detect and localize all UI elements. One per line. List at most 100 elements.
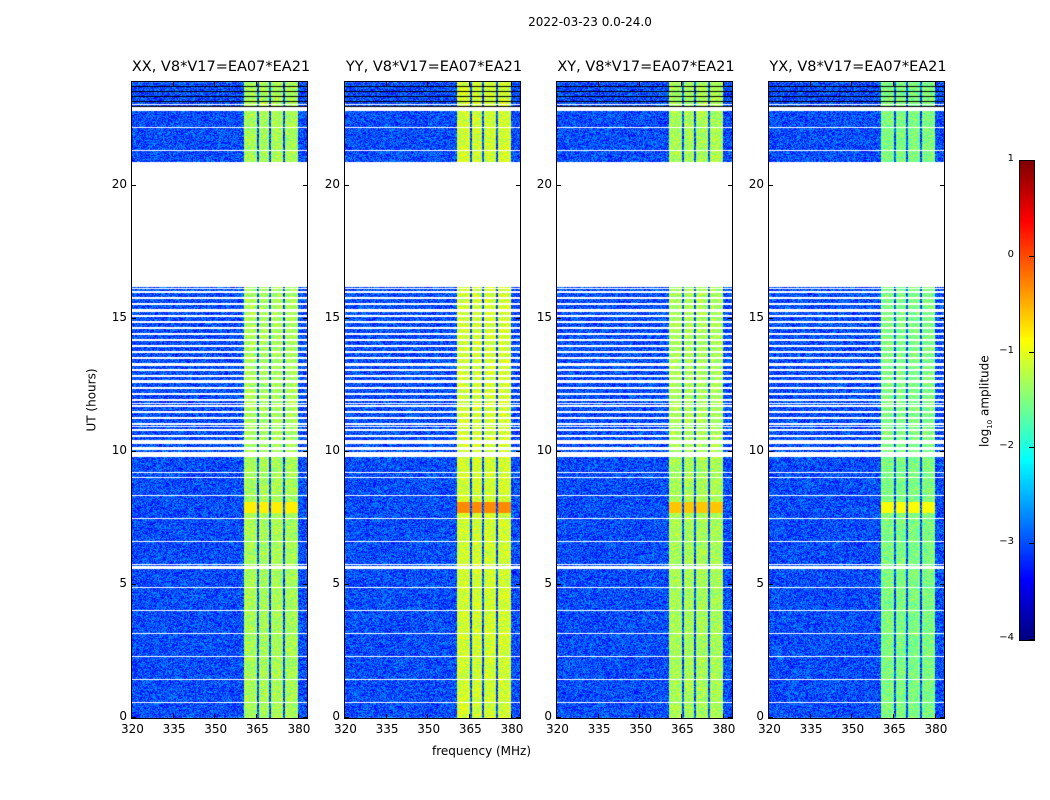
y-tick	[940, 318, 945, 319]
x-tick-label: 350	[204, 722, 228, 736]
y-tick	[516, 185, 521, 186]
x-tick-label: 320	[121, 722, 144, 736]
x-tick-label: 350	[629, 722, 653, 736]
panel-title: XY, V8*V17=EA07*EA21	[557, 59, 735, 75]
x-tick-label: 380	[924, 722, 948, 736]
colorbar-tick	[1029, 351, 1034, 353]
spectrogram-panel-2: XY, V8*V17=EA07*EA21 320 335 350 365 380 0 5 10 1…	[537, 59, 736, 736]
heatmap-image	[556, 81, 733, 719]
y-tick-label: 5	[544, 576, 552, 590]
y-tick-label: 20	[536, 177, 552, 191]
x-tick	[556, 714, 557, 719]
y-tick	[344, 717, 349, 718]
y-tick	[131, 318, 136, 319]
x-tick-label: 335	[799, 722, 823, 736]
x-tick-label: 380	[287, 722, 311, 736]
x-tick	[344, 714, 345, 719]
x-tick	[809, 81, 811, 86]
y-tick	[516, 451, 521, 452]
y-tick-label: 15	[111, 310, 127, 324]
x-tick	[297, 81, 299, 86]
colorbar-tick-label: −1	[999, 344, 1014, 356]
y-tick-label: 5	[756, 576, 764, 590]
y-tick	[516, 318, 521, 319]
y-tick	[516, 717, 521, 718]
colorbar-tick-label: −3	[999, 536, 1014, 548]
x-tick	[722, 81, 724, 86]
y-tick	[303, 717, 308, 718]
y-tick	[940, 451, 945, 452]
y-tick	[556, 584, 561, 585]
x-tick-label: 365	[245, 722, 269, 736]
y-tick	[131, 185, 136, 186]
x-tick-label: 365	[882, 722, 906, 736]
x-tick	[597, 81, 599, 86]
x-tick	[131, 81, 132, 86]
x-tick	[427, 714, 429, 719]
heatmap-image	[768, 81, 945, 719]
panel-title: XX, V8*V17=EA07*EA21	[131, 59, 311, 75]
spectrogram-panel-0: XX, V8*V17=EA07*EA21 320 335 350 365 380 0 5 10 1…	[112, 59, 311, 736]
plot-frame	[131, 81, 308, 719]
x-tick-label: 380	[500, 722, 524, 736]
x-tick-label: 320	[546, 722, 569, 736]
colorbar-tick-label: −2	[999, 440, 1014, 452]
x-tick	[427, 81, 429, 86]
colorbar-tick	[1029, 639, 1034, 640]
y-tick	[768, 451, 773, 452]
x-tick	[214, 714, 216, 719]
x-tick-label: 335	[162, 722, 186, 736]
colorbar-label: log10 amplitude	[977, 355, 995, 448]
colorbar-tick	[1029, 160, 1034, 161]
y-tick-label: 5	[119, 576, 127, 590]
x-tick	[892, 81, 894, 86]
x-tick	[344, 81, 345, 86]
colorbar-tick	[1029, 447, 1034, 449]
x-tick	[639, 714, 641, 719]
y-tick-label: 10	[748, 443, 764, 457]
x-tick	[172, 81, 174, 86]
x-tick	[809, 714, 811, 719]
x-tick	[385, 81, 387, 86]
y-tick	[768, 185, 773, 186]
y-tick-label: 0	[544, 709, 552, 723]
x-tick	[255, 714, 257, 719]
y-tick	[131, 717, 136, 718]
y-tick-label: 15	[324, 310, 340, 324]
x-tick	[172, 714, 174, 719]
x-tick	[934, 714, 936, 719]
x-tick-label: 335	[375, 722, 399, 736]
x-tick	[255, 81, 257, 86]
y-tick-label: 15	[748, 310, 764, 324]
y-tick	[303, 451, 308, 452]
x-tick	[851, 714, 853, 719]
y-tick	[344, 451, 349, 452]
y-tick-label: 20	[324, 177, 340, 191]
y-tick	[303, 584, 308, 585]
spectrogram-panel-1: YY, V8*V17=EA07*EA21 320 335 350 365 380 0 5 10 1…	[325, 59, 524, 736]
x-tick	[297, 714, 299, 719]
y-tick	[728, 451, 733, 452]
x-tick-label: 350	[841, 722, 865, 736]
plot-frame	[344, 81, 521, 719]
y-tick	[728, 318, 733, 319]
x-tick	[468, 714, 470, 719]
y-tick	[940, 584, 945, 585]
plot-frame	[768, 81, 945, 719]
heatmap-image	[131, 81, 308, 719]
y-tick-label: 20	[111, 177, 127, 191]
x-tick	[851, 81, 853, 86]
y-tick-label: 10	[111, 443, 127, 457]
y-tick-label: 10	[536, 443, 552, 457]
y-tick-label: 0	[332, 709, 340, 723]
colorbar-tick-label: 1	[1007, 153, 1014, 164]
x-tick-label: 380	[712, 722, 736, 736]
spectrogram-panel-3: YX, V8*V17=EA07*EA21 320 335 350 365 380 0 5 10 1…	[749, 59, 948, 736]
y-tick	[768, 717, 773, 718]
y-tick-label: 0	[119, 709, 127, 723]
y-tick-label: 10	[324, 443, 340, 457]
x-tick	[892, 714, 894, 719]
y-tick	[728, 185, 733, 186]
x-tick	[385, 714, 387, 719]
